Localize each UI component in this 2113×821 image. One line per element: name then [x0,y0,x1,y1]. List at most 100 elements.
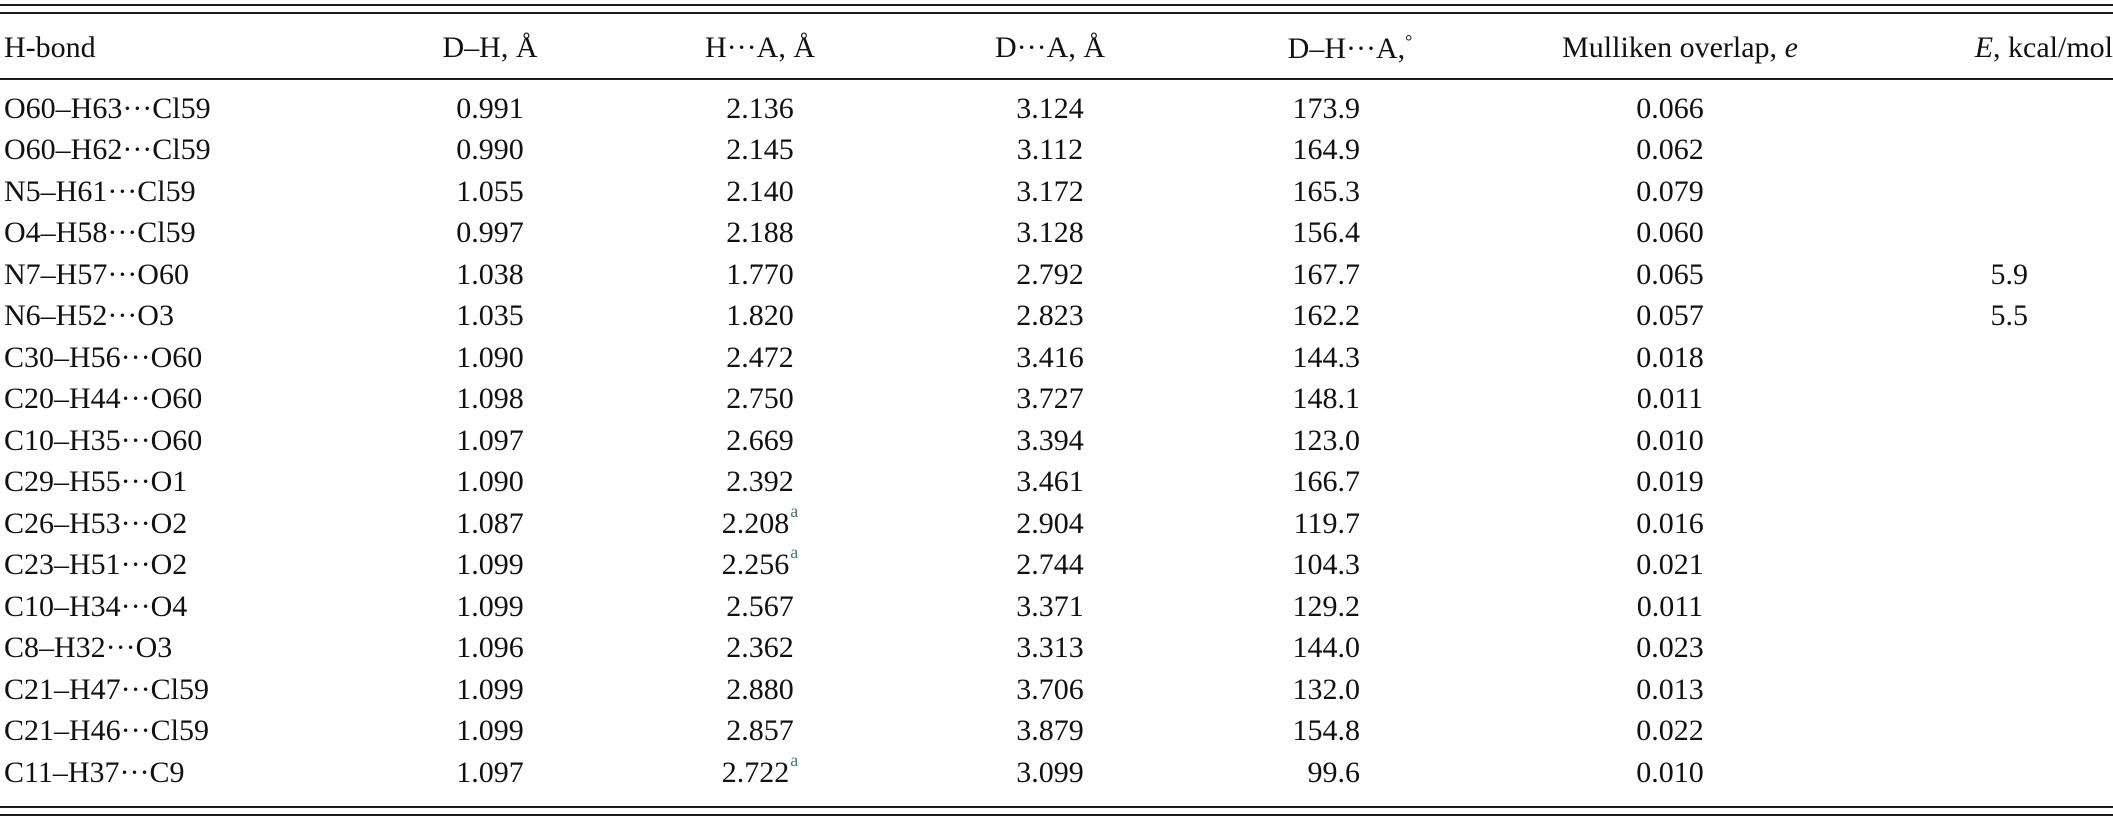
cell-hbond-value: C10–H35···O60 [4,423,203,457]
cell-dh-value: 0.991 [456,91,524,125]
cell-dh-value: 1.099 [456,714,524,748]
cell-angle: 99.6 [1170,752,1470,794]
cell-angle-value: 156.4 [1292,216,1361,250]
table-row: C11–H37···C9 1.097 2.722a 3.099 99.6 0.010 [0,750,2113,794]
cell-hbond-value: N6–H52···O3 [4,299,174,333]
cell-da-value: 3.371 [1016,589,1084,623]
cell-dh-value: 1.099 [456,589,524,623]
cell-ha: 2.722a [620,750,890,794]
cell-dh: 1.099 [340,545,620,587]
cell-da-value: 3.124 [1016,91,1084,125]
cell-da-value: 3.706 [1016,672,1084,706]
table-row: C26–H53···O2 1.087 2.208a 2.904 119.7 0.016 [0,501,2113,545]
cell-dh-value: 1.099 [456,548,524,582]
table-row: O60–H63···Cl59 0.991 2.136 3.124 173.9 0.066 [0,79,2113,130]
cell-ha-value: 2.136 [726,91,794,125]
cell-ha: 2.256a [620,542,890,587]
cell-hbond-value: O60–H62···Cl59 [4,133,211,167]
cell-dh-value: 1.090 [456,340,524,374]
cell-dh-value: 1.098 [456,382,524,416]
cell-mulliken-value: 0.016 [1636,506,1704,540]
cell-hbond: C30–H56···O60 [0,337,340,379]
table-row: C23–H51···O2 1.099 2.256a 2.744 104.3 0.021 [0,542,2113,587]
table-body: O60–H63···Cl59 0.991 2.136 3.124 173.9 0.066 O… [0,79,2113,794]
cell-da: 3.706 [890,669,1170,711]
cell-ha-value: 2.880 [726,672,794,706]
cell-mulliken: 0.011 [1470,586,1810,628]
bottom-rule-lower [0,814,2113,816]
cell-dh-value: 1.035 [456,299,524,333]
cell-ha: 2.136 [620,79,890,130]
cell-mulliken-value: 0.021 [1636,548,1704,582]
cell-angle-value: 154.8 [1292,714,1361,748]
cell-mulliken: 0.065 [1470,254,1810,296]
cell-angle-value: 167.7 [1292,257,1361,291]
cell-dh-value: 1.055 [456,174,524,208]
cell-da-value: 3.313 [1016,631,1084,665]
cell-ha: 2.362 [620,628,890,670]
header-angle: D–H···A,° [1170,18,1470,79]
cell-hbond-value: O60–H63···Cl59 [4,91,211,125]
cell-energy [1810,752,2113,794]
cell-angle: 104.3 [1170,545,1470,587]
cell-energy [1810,711,2113,753]
cell-da-value: 2.792 [1016,257,1084,291]
cell-angle-value: 104.3 [1292,548,1361,582]
cell-dh-value: 1.090 [456,465,524,499]
cell-hbond: O4–H58···Cl59 [0,213,340,255]
cell-ha-value: 2.567 [726,589,794,623]
cell-dh: 1.087 [340,503,620,545]
header-mulliken-unit: e [1784,31,1798,64]
header-energy-unit: , kcal/mol [1993,31,2113,64]
cell-ha: 2.750 [620,379,890,421]
cell-hbond-value: C30–H56···O60 [4,340,203,374]
cell-ha: 2.145 [620,130,890,172]
cell-hbond-value: C8–H32···O3 [4,631,173,665]
table-header-row: H-bond D–H, Å H···A, Å D···A, Å D–H···A,… [0,18,2113,79]
cell-dh-value: 0.990 [456,133,524,167]
cell-mulliken: 0.023 [1470,628,1810,670]
header-energy: E, kcal/mol [1810,18,2113,79]
top-rule-outer [0,4,2113,6]
cell-dh-value: 1.087 [456,506,524,540]
cell-hbond-value: C10–H34···O4 [4,589,188,623]
cell-hbond: C10–H34···O4 [0,586,340,628]
cell-dh: 1.055 [340,171,620,213]
cell-dh-value: 1.096 [456,631,524,665]
cell-mulliken-value: 0.010 [1636,423,1704,457]
cell-ha: 1.820 [620,296,890,338]
cell-da: 3.099 [890,752,1170,794]
table-row: N7–H57···O60 1.038 1.770 2.792 167.7 0.065 5.9 [0,254,2113,296]
cell-mulliken: 0.013 [1470,669,1810,711]
cell-angle-value: 99.6 [1307,755,1361,789]
header-angle-label: D–H···A, [1287,31,1406,65]
cell-energy [1810,669,2113,711]
cell-da: 3.124 [890,79,1170,130]
cell-ha-value: 2.362 [726,631,794,665]
cell-da: 3.112 [890,130,1170,172]
cell-hbond-value: C23–H51···O2 [4,548,188,582]
cell-energy [1810,213,2113,255]
header-angle-degree: ° [1405,30,1413,51]
cell-mulliken: 0.019 [1470,462,1810,504]
cell-mulliken: 0.079 [1470,171,1810,213]
cell-da: 3.394 [890,420,1170,462]
cell-dh: 1.098 [340,379,620,421]
cell-da-value: 3.172 [1016,174,1084,208]
cell-angle: 119.7 [1170,503,1470,545]
cell-angle-value: 144.3 [1292,340,1361,374]
cell-ha: 2.472 [620,337,890,379]
cell-mulliken-value: 0.019 [1636,465,1704,499]
cell-dh-value: 1.099 [456,672,524,706]
cell-ha-value: 2.472 [726,340,794,374]
cell-angle-value: 173.9 [1292,91,1361,125]
cell-dh: 1.090 [340,462,620,504]
cell-energy [1810,130,2113,172]
cell-angle: 166.7 [1170,462,1470,504]
cell-da-value: 3.461 [1016,465,1084,499]
cell-angle: 144.3 [1170,337,1470,379]
top-rule-inner [0,12,2113,14]
cell-energy [1810,462,2113,504]
cell-ha: 2.669 [620,420,890,462]
cell-angle: 129.2 [1170,586,1470,628]
